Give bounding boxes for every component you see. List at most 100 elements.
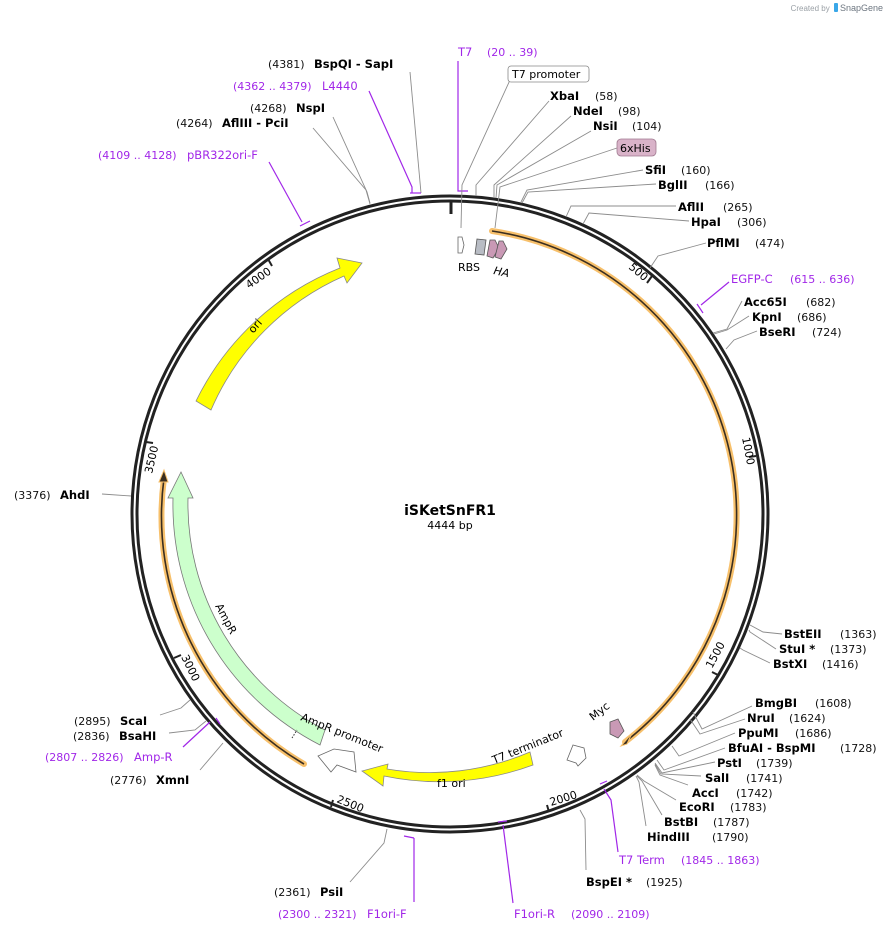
enzyme-pos: (4268) (250, 102, 287, 115)
enzyme-name: BseRI (759, 325, 796, 339)
enzyme-nrui[interactable]: NruI (1624) (689, 711, 826, 735)
primer-t7-term[interactable]: T7 Term (1845 .. 1863) (599, 780, 760, 867)
enzyme-name: ScaI (120, 714, 147, 728)
enzyme-name: NruI (747, 711, 775, 725)
enzyme-name: BstXI (773, 657, 807, 671)
enzyme-pos: (1728) (840, 742, 877, 755)
enzyme-name: BglII (658, 178, 688, 192)
feature-t7-promoter[interactable]: T7 promoter (460, 65, 590, 229)
enzyme-pos: (3376) (14, 489, 51, 502)
enzyme-pos: (2895) (74, 715, 111, 728)
feature-label-rbs: RBS (458, 261, 480, 274)
primer-pbr322ori-f[interactable]: (4109 .. 4128) pBR322ori-F (98, 148, 311, 227)
feature-t7-terminator[interactable]: T7 terminator (489, 726, 587, 767)
enzyme-name: PflMI (707, 236, 740, 250)
enzyme-pos: (104) (632, 120, 662, 133)
enzyme-name: BfuAI - BspMI (728, 741, 815, 755)
primer-t7[interactable]: T7 (20 .. 39) (457, 45, 538, 192)
enzyme-pos: (2776) (110, 774, 147, 787)
enzyme-ppumi[interactable]: PpuMI (1686) (671, 726, 832, 757)
primer-range: (4362 .. 4379) (233, 80, 312, 93)
enzyme-ndei[interactable]: NdeI (98) (493, 104, 641, 198)
enzyme-pos: (686) (797, 311, 827, 324)
feature-label-ha: HA (492, 264, 510, 280)
credit-brand: SnapGene (839, 3, 883, 13)
enzyme-bstxi[interactable]: BstXI (1416) (739, 647, 859, 671)
enzyme-name: NdeI (573, 104, 603, 118)
enzyme-nsii[interactable]: NsiI (104) (495, 119, 662, 199)
enzyme-bfuai-bspmi[interactable]: BfuAI - BspMI (1728) (656, 741, 877, 771)
enzyme-name: AflIII - PciI (222, 116, 289, 130)
enzyme-name: PpuMI (738, 726, 779, 740)
primer-l4440[interactable]: (4362 .. 4379) L4440 (233, 79, 421, 194)
primer-range: (1845 .. 1863) (681, 854, 760, 867)
enzyme-xmni[interactable]: (2776) XmnI (110, 742, 224, 787)
enzyme-acc65i[interactable]: Acc65I (682) (712, 295, 836, 334)
feature-ori[interactable]: ori (195, 257, 363, 411)
enzyme-xbai[interactable]: XbaI (58) (475, 89, 618, 196)
enzyme-bglii[interactable]: BglII (166) (521, 178, 735, 204)
enzyme-name: NsiI (593, 119, 618, 133)
enzyme-kpni[interactable]: KpnI (686) (713, 310, 827, 335)
enzyme-bspei[interactable]: BspEI * (1925) (579, 809, 683, 889)
feature-ampr[interactable]: AmpR (167, 471, 326, 746)
enzyme-bsahi[interactable]: (2836) BsaHI (73, 720, 207, 743)
enzyme-pos: (1363) (840, 628, 877, 641)
feature-rbs[interactable]: RBS (457, 236, 480, 274)
enzyme-sfii[interactable]: SfiI (160) (520, 163, 711, 203)
enzyme-name: SfiI (645, 163, 666, 177)
enzyme-psti[interactable]: PstI (1739) (654, 756, 793, 774)
feature-ampr-promoter[interactable]: AmpR promoter (299, 711, 385, 773)
primer-range: (2090 .. 2109) (571, 908, 650, 921)
enzyme-pflmi[interactable]: PflMI (474) (649, 236, 785, 269)
enzyme-aflii[interactable]: AflII (265) (565, 200, 753, 218)
enzyme-ecori[interactable]: EcoRI (1783) (636, 774, 767, 814)
feature-myc[interactable]: Myc (587, 700, 625, 739)
enzyme-bsteii[interactable]: BstEII (1363) (749, 624, 877, 641)
feature-f1-ori[interactable]: f1 ori (361, 751, 534, 790)
enzyme-name: HpaI (691, 215, 721, 229)
enzyme-sali[interactable]: SalI (1741) (654, 763, 783, 785)
enzyme-pos: (1416) (822, 658, 859, 671)
enzyme-scai[interactable]: (2895) ScaI (74, 699, 191, 728)
enzyme-hindiii[interactable]: HindIII (1790) (635, 775, 749, 844)
enzyme-acci[interactable]: AccI (1742) (654, 764, 773, 800)
primer-name: T7 Term (618, 853, 665, 867)
enzyme-pos: (166) (705, 179, 735, 192)
primer-f1ori-r[interactable]: F1ori-R (2090 .. 2109) (497, 820, 650, 921)
enzyme-pos: (98) (618, 105, 641, 118)
enzyme-stui[interactable]: StuI * (1373) (748, 629, 867, 656)
enzyme-name: Acc65I (744, 295, 787, 309)
primer-name: F1ori-F (367, 907, 407, 921)
enzyme-afliii-pcii[interactable]: (4264) AflIII - PciI (176, 116, 371, 205)
primer-range: (2807 .. 2826) (45, 751, 124, 764)
enzyme-pos: (4264) (176, 117, 213, 130)
enzyme-name: XbaI (550, 89, 579, 103)
snapgene-credit: Created by SnapGene (791, 3, 883, 13)
enzyme-bseri[interactable]: BseRI (724) (725, 325, 842, 350)
primer-name: Amp-R (134, 750, 173, 764)
enzyme-name: XmnI (156, 773, 189, 787)
feature-ha[interactable]: HA (486, 239, 511, 280)
primer-name: EGFP-C (731, 272, 773, 286)
enzyme-bstbi[interactable]: BstBI (1787) (636, 775, 750, 829)
enzyme-pos: (1787) (713, 816, 750, 829)
enzyme-pos: (265) (723, 201, 753, 214)
enzyme-name: BmgBI (755, 696, 797, 710)
enzyme-pos: (58) (595, 90, 618, 103)
feature-6xhis[interactable]: 6xHis (494, 138, 657, 229)
primer-egfp-c[interactable]: EGFP-C (615 .. 636) (696, 272, 855, 314)
enzyme-ahdi[interactable]: (3376) AhdI (14, 488, 132, 502)
enzyme-name: BstBI (664, 815, 698, 829)
primer-amp-r[interactable]: (2807 .. 2826) Amp-R (45, 717, 221, 764)
enzyme-bspqi-sapi[interactable]: (4381) BspQI - SapI (268, 57, 422, 194)
enzyme-hpai[interactable]: HpaI (306) (582, 212, 767, 229)
primer-f1ori-f[interactable]: (2300 .. 2321) F1ori-F (278, 835, 415, 921)
enzyme-psii[interactable]: (2361) PsiI (274, 828, 388, 899)
enzyme-name: NspI (296, 101, 325, 115)
enzyme-name: AflII (678, 200, 704, 214)
enzyme-bmgbi[interactable]: BmgBI (1608) (692, 696, 852, 730)
enzyme-name: KpnI (752, 310, 782, 324)
enzyme-pos: (1624) (789, 712, 826, 725)
